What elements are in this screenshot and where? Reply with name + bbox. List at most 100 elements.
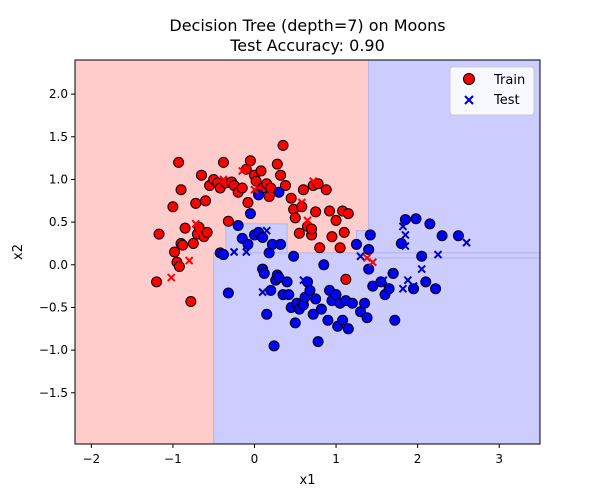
train-point [410, 213, 422, 225]
train-point [222, 287, 234, 299]
y-tick-label: −1.0 [39, 343, 68, 357]
train-point [297, 184, 309, 196]
train-point [342, 208, 354, 220]
legend-train-marker [463, 73, 475, 85]
test-point [242, 247, 251, 257]
train-point [337, 314, 349, 326]
train-point [330, 214, 342, 226]
train-point [315, 303, 327, 315]
train-point [312, 336, 324, 348]
train-point [175, 184, 187, 196]
train-point [200, 195, 212, 207]
test-point [368, 258, 377, 267]
train-point [430, 283, 442, 295]
x-axis-label: x1 [300, 473, 316, 488]
train-point [268, 340, 280, 352]
test-point [309, 176, 318, 186]
train-point [389, 314, 401, 326]
train-point [257, 231, 269, 243]
train-point [312, 178, 324, 190]
train-point [307, 308, 319, 320]
test-point [194, 228, 204, 237]
chart-title-line1: Decision Tree (depth=7) on Moons [169, 16, 445, 35]
train-point [250, 175, 262, 187]
train-point [424, 218, 436, 230]
train-point [285, 192, 297, 204]
train-point [271, 158, 283, 170]
train-point [277, 139, 289, 151]
test-point [362, 253, 372, 263]
test-point [401, 230, 410, 240]
test-point [238, 166, 247, 176]
train-point [289, 212, 301, 224]
train-point [177, 239, 189, 251]
train-point [236, 182, 248, 194]
train-point [310, 206, 322, 218]
x-tick-label: 0 [251, 452, 259, 466]
train-point [173, 156, 185, 168]
train-point [288, 250, 300, 262]
test-point [266, 188, 275, 197]
train-point [363, 263, 375, 275]
train-point [289, 317, 301, 329]
test-point [462, 238, 471, 247]
train-point [244, 155, 256, 167]
train-point [395, 237, 407, 249]
test-point [219, 175, 228, 184]
train-point [185, 295, 197, 307]
y-tick-label: 0.5 [49, 215, 68, 229]
decision-region-5 [368, 252, 540, 259]
train-point [244, 208, 256, 220]
train-point [173, 261, 185, 273]
train-point [169, 246, 181, 258]
legend-test-label: Test [493, 93, 520, 108]
test-point [191, 219, 200, 229]
train-point [167, 201, 179, 213]
test-point [356, 252, 365, 261]
test-point [262, 226, 271, 235]
train-point [363, 243, 375, 255]
train-point [201, 226, 213, 238]
train-point [338, 226, 350, 238]
train-point [242, 197, 254, 209]
train-point [346, 297, 358, 309]
test-point [398, 222, 408, 231]
train-point [275, 169, 287, 181]
train-point [275, 238, 287, 250]
test-point [433, 250, 443, 259]
data-points [151, 139, 471, 352]
train-point [151, 276, 163, 288]
train-point [322, 314, 334, 326]
y-tick-label: 0.0 [49, 258, 68, 272]
x-axis-ticks: −2 −1 0 1 2 3 [82, 444, 503, 466]
train-point [387, 267, 399, 279]
train-point [350, 238, 362, 250]
test-point [398, 284, 408, 293]
train-point [217, 249, 229, 261]
train-point [281, 276, 293, 288]
x-tick-label: 3 [495, 452, 503, 466]
train-point [452, 230, 464, 242]
train-point [265, 284, 277, 296]
train-point [320, 184, 332, 196]
test-point [167, 273, 176, 282]
train-point [279, 179, 291, 191]
train-point [217, 156, 229, 168]
test-point [250, 185, 259, 194]
train-point [306, 223, 318, 235]
test-point [417, 264, 426, 274]
train-point [258, 267, 270, 279]
train-point [179, 222, 191, 234]
train-point [153, 228, 165, 240]
test-point [303, 216, 312, 225]
y-axis-ticks: −1.5 −1.0 −0.5 0.0 0.5 1.0 1.5 2.0 [39, 87, 75, 400]
train-point [334, 242, 346, 254]
test-point [258, 287, 267, 297]
decision-regions [75, 60, 540, 444]
x-tick-label: 1 [332, 452, 340, 466]
test-point [401, 241, 410, 251]
train-point [408, 283, 420, 295]
test-point [403, 275, 413, 285]
y-tick-label: −1.5 [39, 386, 68, 400]
